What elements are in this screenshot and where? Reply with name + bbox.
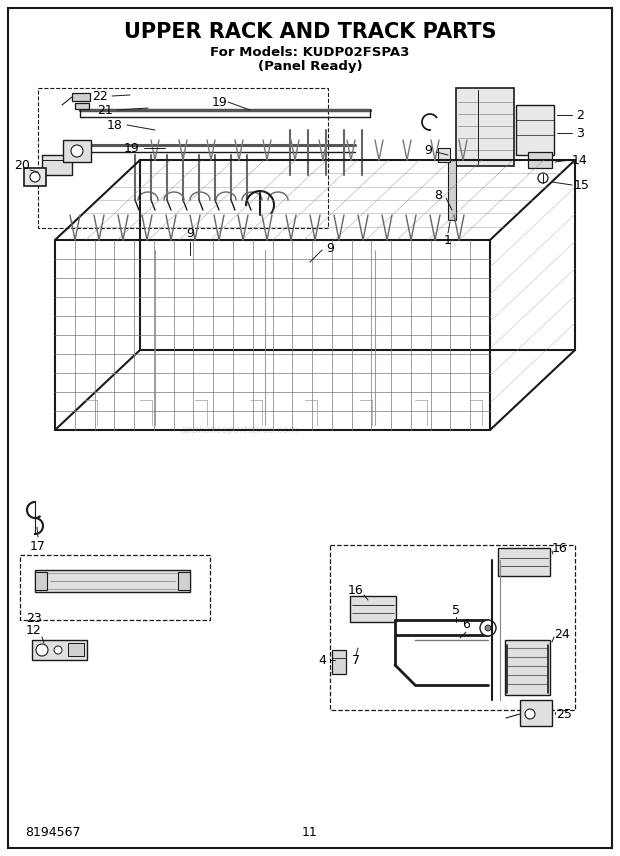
Bar xyxy=(35,572,47,590)
Text: 24: 24 xyxy=(554,628,570,641)
Text: 19: 19 xyxy=(212,96,228,109)
Text: 7: 7 xyxy=(352,653,360,667)
Bar xyxy=(35,570,190,592)
Bar xyxy=(330,545,575,710)
Bar xyxy=(42,155,72,175)
Text: appliancepartspros.com: appliancepartspros.com xyxy=(181,425,299,435)
Text: UPPER RACK AND TRACK PARTS: UPPER RACK AND TRACK PARTS xyxy=(124,22,496,42)
Circle shape xyxy=(485,625,491,631)
Text: (Panel Ready): (Panel Ready) xyxy=(258,60,362,73)
Text: 12: 12 xyxy=(26,623,42,637)
Circle shape xyxy=(538,173,548,183)
Text: 15: 15 xyxy=(574,179,590,192)
Bar xyxy=(528,152,552,168)
Text: 1: 1 xyxy=(444,234,452,247)
Text: 5: 5 xyxy=(452,603,460,616)
Text: 23: 23 xyxy=(26,611,42,625)
Text: 9: 9 xyxy=(326,241,334,254)
Text: 2: 2 xyxy=(576,109,584,122)
Bar xyxy=(520,700,552,726)
Bar xyxy=(72,93,90,101)
Circle shape xyxy=(71,145,83,157)
Circle shape xyxy=(36,644,48,656)
Bar xyxy=(438,148,450,162)
Bar xyxy=(516,105,554,155)
Text: 14: 14 xyxy=(572,153,588,167)
Bar xyxy=(38,573,186,589)
Circle shape xyxy=(54,646,62,654)
Bar xyxy=(332,650,346,674)
Bar xyxy=(20,555,210,620)
Text: 22: 22 xyxy=(92,90,108,103)
Text: 18: 18 xyxy=(107,118,123,132)
Text: 6: 6 xyxy=(462,619,470,632)
Bar xyxy=(448,160,456,220)
Text: 3: 3 xyxy=(576,127,584,140)
Text: 9: 9 xyxy=(186,227,194,240)
Text: 16: 16 xyxy=(348,584,364,597)
Bar xyxy=(505,640,550,695)
Text: 8: 8 xyxy=(434,188,442,201)
Text: 21: 21 xyxy=(97,104,113,116)
Bar xyxy=(498,548,550,576)
Circle shape xyxy=(525,709,535,719)
Bar xyxy=(75,103,89,109)
Text: 4: 4 xyxy=(318,653,326,667)
Bar xyxy=(38,88,328,228)
Text: 11: 11 xyxy=(302,827,318,840)
Text: 9: 9 xyxy=(424,144,432,157)
Bar xyxy=(68,643,84,656)
Bar xyxy=(32,640,87,660)
Circle shape xyxy=(480,620,496,636)
Text: 8194567: 8194567 xyxy=(25,827,81,840)
Text: 16: 16 xyxy=(552,542,568,555)
Text: 19: 19 xyxy=(124,141,140,154)
Text: 17: 17 xyxy=(30,540,46,554)
Circle shape xyxy=(30,172,40,182)
Text: For Models: KUDP02FSPA3: For Models: KUDP02FSPA3 xyxy=(210,45,410,58)
Bar xyxy=(178,572,190,590)
Bar xyxy=(63,140,91,162)
Bar xyxy=(350,596,396,622)
Bar xyxy=(456,88,514,166)
Text: 20: 20 xyxy=(14,158,30,171)
Text: 25: 25 xyxy=(556,708,572,721)
Bar xyxy=(24,168,46,186)
